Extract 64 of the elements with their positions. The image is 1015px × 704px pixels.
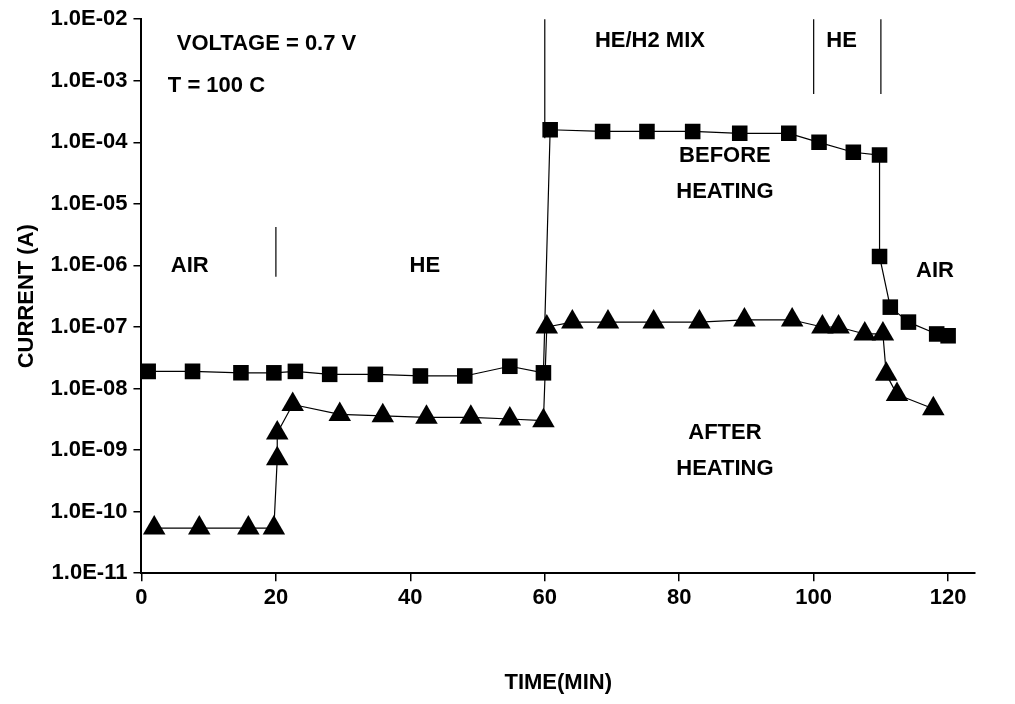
annotation: AIR — [916, 257, 955, 283]
annotation: HE — [826, 27, 857, 53]
x-tick-label: 120 — [929, 584, 967, 610]
point — [882, 299, 899, 315]
y-tick-label: 1.0E-09 — [50, 436, 128, 462]
point — [642, 309, 665, 329]
point — [781, 125, 797, 142]
point — [594, 123, 611, 140]
point — [885, 381, 909, 401]
y-tick-label: 1.0E-06 — [50, 251, 128, 277]
annotation: HE — [409, 251, 441, 277]
point — [596, 309, 620, 329]
point — [561, 309, 584, 329]
annotation: VOLTAGE = 0.7 V — [176, 30, 357, 56]
point — [459, 404, 483, 424]
point — [871, 320, 895, 341]
point — [731, 125, 748, 142]
point — [853, 320, 877, 341]
point — [498, 405, 522, 426]
point — [875, 361, 898, 381]
point — [532, 407, 555, 428]
point — [827, 313, 850, 334]
annotation: AIR — [170, 251, 209, 277]
point — [688, 309, 711, 329]
point — [542, 121, 558, 138]
point — [684, 123, 701, 140]
x-tick-label: 60 — [532, 584, 558, 610]
annotation: T = 100 C — [167, 71, 266, 97]
y-axis-title: CURRENT (A) — [13, 224, 39, 369]
y-tick-label: 1.0E-03 — [50, 66, 128, 92]
y-tick-label: 1.0E-07 — [50, 313, 128, 339]
x-tick-label: 80 — [666, 584, 692, 610]
point — [371, 402, 395, 423]
point — [871, 147, 888, 163]
annotation: HE/H2 MIX — [594, 27, 706, 53]
point — [328, 401, 352, 421]
y-tick-label: 1.0E-11 — [51, 559, 128, 585]
point — [780, 306, 804, 327]
point — [871, 248, 888, 265]
x-axis-title: TIME(MIN) — [504, 668, 612, 694]
point — [639, 123, 655, 140]
point — [265, 445, 289, 466]
x-tick-label: 40 — [398, 584, 423, 610]
y-tick-label: 1.0E-04 — [50, 128, 129, 154]
point — [845, 144, 862, 161]
x-tick-label: 20 — [263, 584, 289, 610]
y-tick-label: 1.0E-05 — [50, 189, 128, 215]
point — [237, 515, 260, 535]
point — [415, 404, 438, 424]
x-tick-label: 0 — [135, 584, 148, 610]
y-tick-label: 1.0E-10 — [50, 497, 128, 523]
point — [142, 515, 166, 535]
point — [281, 391, 304, 412]
point — [265, 419, 289, 440]
point — [811, 134, 827, 151]
point — [262, 515, 286, 535]
x-tick-label: 100 — [795, 584, 833, 610]
y-tick-label: 1.0E-08 — [50, 374, 128, 400]
annotation: BEFORE HEATING — [676, 142, 774, 204]
point — [922, 395, 945, 416]
annotation: AFTER HEATING — [676, 419, 774, 481]
point — [733, 306, 756, 327]
point — [188, 515, 211, 535]
y-tick-label: 1.0E-02 — [50, 5, 128, 31]
